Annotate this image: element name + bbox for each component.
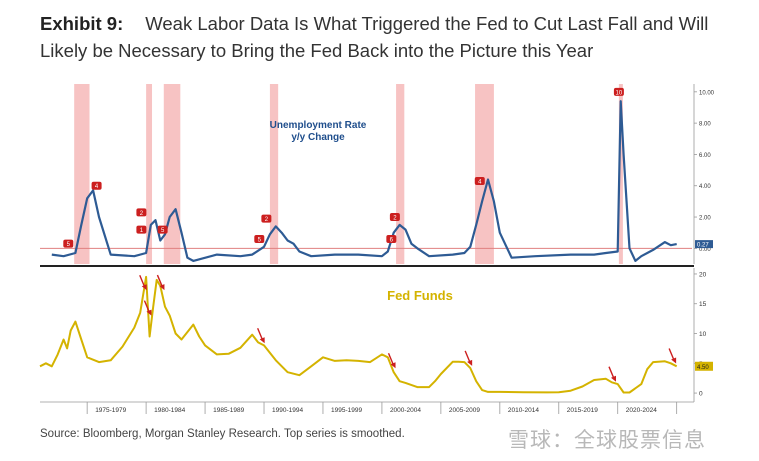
cut-arrow-shaft — [464, 350, 471, 364]
cut-count-marker-bg — [613, 87, 624, 96]
cut-count-marker-label: 2 — [393, 216, 397, 222]
title-text: Weak Labor Data Is What Triggered the Fe… — [40, 13, 709, 61]
cut-arrow-7 — [668, 348, 677, 364]
cut-arrow-head — [146, 309, 152, 316]
x-tick-label-5: 2000-2004 — [390, 407, 421, 414]
x-tick-label-2: 1985-1989 — [213, 407, 244, 414]
top-ytick-label-2: 6.00 — [699, 153, 711, 159]
cut-arrow-head — [671, 357, 677, 364]
cut-count-marker-label: 2 — [140, 211, 144, 217]
x-tick-label-7: 2010-2014 — [508, 407, 539, 414]
recession-band-4 — [396, 84, 405, 264]
chart-title: Exhibit 9: Weak Labor Data Is What Trigge… — [40, 10, 740, 64]
cut-arrow-head — [467, 359, 473, 366]
top-last-value-badge — [695, 240, 713, 249]
bottom-ytick-label-0: 20 — [699, 271, 707, 278]
cut-count-marker-9: 4 — [474, 177, 485, 186]
cut-arrow-0 — [139, 274, 147, 291]
watermark: 雪球：全球股票信息 — [508, 428, 706, 452]
exhibit-number: Exhibit 9: — [40, 13, 124, 34]
cut-arrow-head — [141, 284, 147, 291]
cut-count-marker-1: 4 — [91, 181, 102, 190]
cut-count-marker-bg — [254, 234, 265, 243]
cut-count-marker-4: 5 — [157, 225, 168, 234]
cut-arrow-shaft — [668, 348, 675, 361]
cut-count-marker-label: 5 — [161, 228, 165, 234]
cut-arrow-4 — [387, 352, 396, 369]
cut-arrow-shaft — [257, 327, 264, 341]
x-tick-label-1: 1980-1984 — [154, 407, 185, 414]
recession-band-1 — [146, 84, 153, 264]
unemployment-label-line-0: Unemployment Rate — [270, 120, 367, 131]
cut-count-marker-label: 5 — [67, 242, 71, 248]
recession-band-3 — [269, 84, 279, 264]
x-tick-label-0: 1975-1979 — [95, 407, 126, 414]
cut-arrow-3 — [257, 327, 265, 344]
cut-count-marker-label: 5 — [258, 237, 262, 243]
top-ytick-label-0: 10.00 — [699, 90, 715, 96]
top-ytick-label-1: 8.00 — [699, 122, 711, 128]
cut-count-marker-5: 5 — [254, 234, 265, 243]
bottom-ytick-label-4: 0 — [699, 391, 703, 398]
fed-funds-label: Fed Funds — [387, 288, 453, 303]
cut-arrow-shaft — [156, 274, 164, 288]
cut-count-marker-8: 2 — [389, 213, 400, 222]
top-ytick-label-3: 4.00 — [699, 184, 711, 190]
cut-count-marker-label: 10 — [616, 90, 623, 96]
cut-arrow-shaft — [608, 366, 615, 379]
cut-count-marker-label: 4 — [478, 180, 482, 186]
bottom-ytick-label-2: 10 — [699, 331, 707, 338]
unemployment-series-line — [51, 100, 677, 262]
cut-count-marker-bg — [261, 214, 272, 223]
cut-count-marker-6: 2 — [261, 214, 272, 223]
cut-arrow-5 — [464, 350, 473, 366]
x-tick-label-8: 2015-2019 — [567, 407, 598, 414]
recession-band-6 — [618, 84, 623, 264]
cut-count-marker-bg — [474, 177, 485, 186]
cut-count-marker-0: 5 — [63, 239, 74, 248]
recession-band-5 — [475, 84, 494, 264]
fed-funds-series-line — [39, 275, 678, 394]
x-tick-label-4: 1995-1999 — [331, 407, 362, 414]
cut-count-marker-label: 4 — [95, 184, 99, 190]
cut-arrow-6 — [608, 366, 617, 382]
cut-count-marker-bg — [386, 234, 397, 243]
x-tick-label-6: 2005-2009 — [449, 407, 480, 414]
cut-arrow-shaft — [387, 352, 395, 366]
bottom-last-value-label: 4.50 — [697, 365, 709, 371]
cut-arrow-2 — [156, 274, 165, 291]
cut-count-marker-2: 2 — [136, 208, 147, 217]
cut-arrow-head — [259, 337, 265, 344]
cut-count-marker-7: 6 — [386, 234, 397, 243]
unemployment-label-line-1: y/y Change — [291, 132, 345, 143]
bottom-ytick-label-1: 15 — [699, 301, 707, 308]
cut-count-marker-bg — [389, 213, 400, 222]
cut-arrow-head — [159, 284, 165, 291]
recession-band-0 — [74, 84, 90, 264]
cut-count-marker-bg — [136, 208, 147, 217]
x-tick-label-3: 1990-1994 — [272, 407, 303, 414]
top-last-value-label: 0.27 — [697, 243, 709, 249]
source-note: Source: Bloomberg, Morgan Stanley Resear… — [40, 428, 405, 440]
cut-count-marker-10: 10 — [613, 87, 624, 96]
cut-arrow-shaft — [143, 300, 151, 313]
cut-count-marker-bg — [157, 225, 168, 234]
recession-band-2 — [163, 84, 181, 264]
top-ytick-label-5: 0.00 — [699, 247, 711, 253]
cut-count-marker-label: 2 — [265, 217, 269, 223]
cut-arrow-head — [390, 362, 396, 369]
bottom-last-value-badge — [695, 361, 713, 371]
cut-arrow-1 — [143, 300, 152, 316]
cut-arrow-head — [611, 375, 617, 382]
top-ytick-label-4: 2.00 — [699, 216, 711, 222]
cut-count-marker-label: 1 — [140, 228, 144, 234]
cut-arrow-shaft — [139, 274, 146, 288]
x-tick-label-9: 2020-2024 — [626, 407, 657, 414]
cut-count-marker-bg — [63, 239, 74, 248]
cut-count-marker-3: 1 — [136, 225, 147, 234]
cut-count-marker-bg — [136, 225, 147, 234]
cut-count-marker-bg — [91, 181, 102, 190]
cut-count-marker-label: 6 — [390, 237, 394, 243]
